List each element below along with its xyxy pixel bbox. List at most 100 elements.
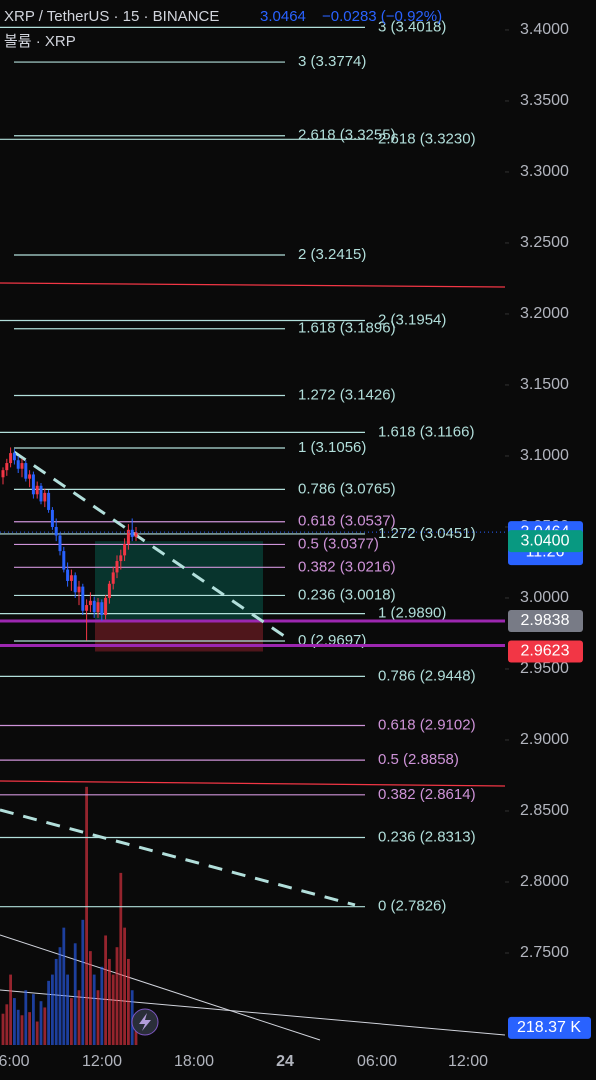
fib-label: 0 (2.7826) — [378, 898, 446, 915]
candle-body — [9, 453, 13, 464]
volume-bar — [66, 974, 69, 1045]
fib-label: 1 (3.1056) — [298, 439, 366, 456]
volume-bar — [20, 1015, 24, 1045]
fib-label: 0.786 (3.0765) — [298, 480, 396, 497]
volume-bar — [47, 980, 50, 1045]
fib-label: 1.272 (3.1426) — [298, 386, 396, 403]
volume-bar — [111, 974, 115, 1045]
volume-bar — [77, 990, 81, 1045]
symbol: XRP / TetherUS · 15 · BINANCE — [4, 8, 219, 25]
y-tick-label: 3.2000 — [520, 305, 569, 322]
y-tick-label: 3.3500 — [520, 92, 569, 109]
candle-body — [20, 463, 24, 469]
volume-bar — [130, 990, 134, 1045]
x-tick-label: 24 — [276, 1053, 294, 1070]
candle-body — [5, 463, 9, 471]
fib-label: 3 (3.3774) — [298, 53, 366, 70]
fib-label: 1.272 (3.0451) — [378, 525, 476, 542]
volume-bar — [39, 1001, 43, 1045]
candle-body — [28, 474, 32, 479]
x-tick-label: 18:00 — [174, 1053, 214, 1070]
candle-body — [123, 544, 127, 556]
price: 3.0464 — [260, 8, 306, 25]
fib-label: 3 (3.4018) — [378, 18, 446, 35]
change: −0.0283 (−0.92%) — [322, 8, 442, 25]
candle-body — [115, 561, 119, 573]
fib-label: 0.786 (2.9448) — [378, 667, 476, 684]
candle-body — [16, 460, 20, 469]
volume-bar — [115, 947, 119, 1045]
volume-bar — [89, 951, 92, 1045]
candle-body — [104, 597, 108, 616]
price-badge — [508, 640, 583, 663]
volume-title: 볼륨 · XRP — [4, 33, 76, 50]
volume-bar — [100, 966, 104, 1045]
fib-label: 0.382 (3.0216) — [298, 558, 396, 575]
volume-bar — [127, 958, 130, 1045]
volume-bar — [58, 947, 62, 1045]
y-tick-label: 3.1000 — [520, 447, 569, 464]
candle-body — [39, 485, 43, 502]
fib-label: 1.618 (3.1166) — [378, 423, 474, 440]
volume-bar — [1, 1013, 5, 1045]
candle-body — [31, 474, 35, 495]
volume-badge-label: 218.37 K — [517, 1019, 581, 1036]
volume-bar — [134, 1027, 138, 1045]
fib-label: 2 (3.2415) — [298, 246, 366, 263]
y-tick-label: 2.8500 — [520, 802, 569, 819]
price-badge-label: 2.9838 — [521, 612, 570, 629]
target-zone — [95, 541, 263, 621]
fib-label: 0.5 (3.0377) — [298, 535, 379, 552]
fib-label: 1.618 (3.1896) — [298, 320, 396, 337]
volume-bar — [119, 872, 123, 1045]
candle-body — [12, 453, 16, 461]
volume-bar — [81, 919, 85, 1045]
volume-bar — [24, 990, 28, 1045]
candle-body — [130, 529, 134, 537]
candle-body — [69, 575, 73, 581]
fib-label: 2.618 (3.3230) — [378, 130, 476, 147]
fib-label: 2 (3.1954) — [378, 311, 446, 328]
fib-label: 0.5 (2.8858) — [378, 751, 459, 768]
y-tick-label: 3.2500 — [520, 234, 569, 251]
volume-bar — [32, 994, 35, 1045]
candle-body — [100, 602, 104, 616]
x-tick-label: 06:00 — [357, 1053, 397, 1070]
volume-bar — [28, 1012, 31, 1045]
candle-body — [54, 526, 58, 536]
candle-body — [73, 575, 77, 593]
trendline — [13, 450, 291, 642]
candle-body — [58, 535, 62, 552]
candle-body — [107, 583, 111, 598]
candle-body — [134, 532, 138, 537]
volume-bar — [13, 998, 16, 1045]
volume-bar — [108, 958, 111, 1045]
volume-bar — [70, 998, 73, 1045]
volume-bar — [35, 1021, 39, 1045]
fib-label: 0.382 (2.8614) — [378, 786, 476, 803]
candle-body — [88, 600, 92, 606]
price-badge — [508, 609, 583, 632]
trendline — [0, 808, 356, 907]
candle-body — [77, 586, 81, 593]
y-tick-label: 3.3000 — [520, 163, 569, 180]
volume-bar — [104, 935, 107, 1045]
x-tick-label: 12:00 — [448, 1053, 488, 1070]
indicator-line — [0, 934, 321, 1041]
y-tick-label: 2.8000 — [520, 873, 569, 890]
fib-label: 0.236 (2.8313) — [378, 829, 476, 846]
volume-bar — [123, 927, 126, 1045]
volume-bar — [54, 958, 58, 1045]
candle-body — [85, 605, 89, 611]
candle-body — [66, 569, 70, 581]
candle-body — [43, 492, 47, 502]
volume-bar — [5, 1004, 9, 1045]
y-tick-label: 2.7500 — [520, 944, 569, 961]
trendline — [0, 780, 506, 787]
candle-body — [47, 492, 51, 510]
y-tick-label: 3.4000 — [520, 21, 569, 38]
candle-body — [1, 470, 5, 478]
fib-label: 0.618 (3.0537) — [298, 513, 396, 530]
